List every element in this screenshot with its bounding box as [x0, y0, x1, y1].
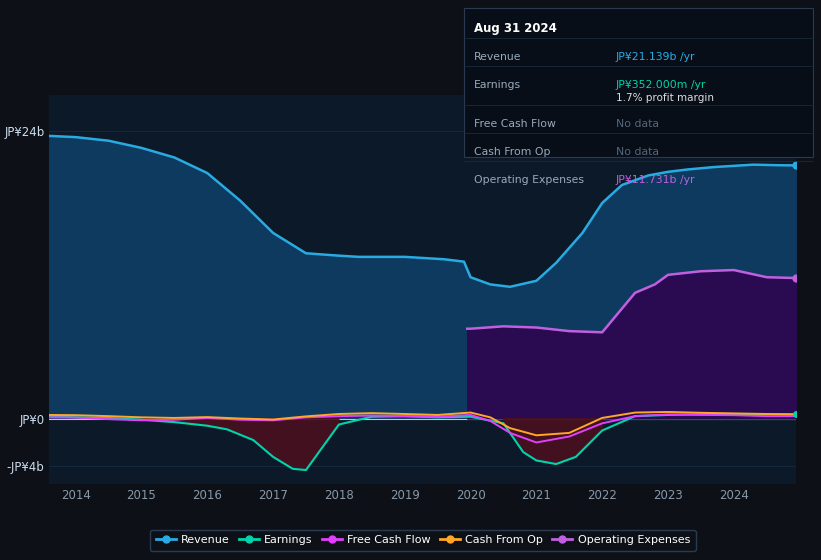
Text: Cash From Op: Cash From Op	[474, 147, 550, 157]
Text: Free Cash Flow: Free Cash Flow	[474, 119, 556, 129]
Text: No data: No data	[616, 147, 658, 157]
Text: Operating Expenses: Operating Expenses	[474, 175, 584, 185]
Text: Revenue: Revenue	[474, 52, 521, 62]
Text: Earnings: Earnings	[474, 80, 521, 90]
Legend: Revenue, Earnings, Free Cash Flow, Cash From Op, Operating Expenses: Revenue, Earnings, Free Cash Flow, Cash …	[150, 530, 695, 551]
Text: No data: No data	[616, 119, 658, 129]
Text: JP¥352.000m /yr: JP¥352.000m /yr	[616, 80, 706, 90]
Text: JP¥11.731b /yr: JP¥11.731b /yr	[616, 175, 695, 185]
Text: 1.7% profit margin: 1.7% profit margin	[616, 93, 713, 103]
Text: Aug 31 2024: Aug 31 2024	[474, 22, 557, 35]
Text: JP¥21.139b /yr: JP¥21.139b /yr	[616, 52, 695, 62]
